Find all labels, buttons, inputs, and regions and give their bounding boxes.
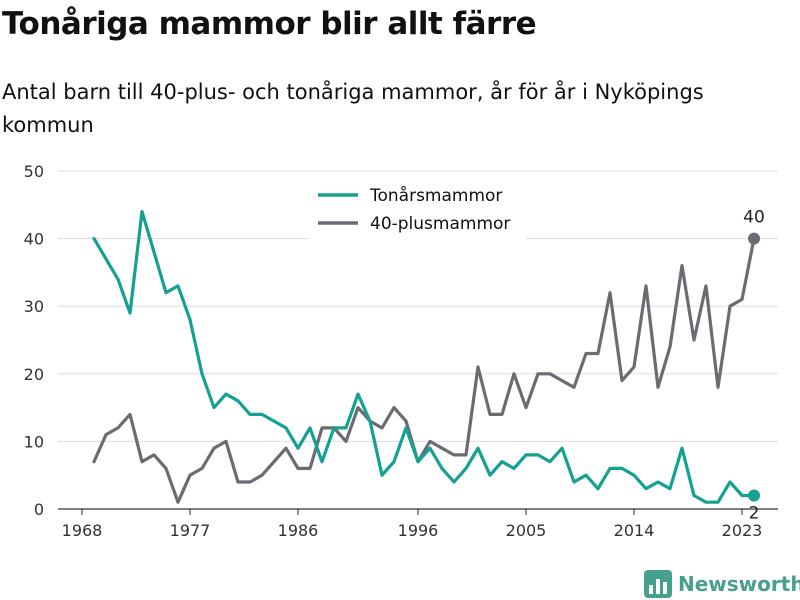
series-line-tonarsmammor: [92, 210, 756, 504]
x-tick-label: 1977: [170, 521, 211, 540]
x-tick-label: 1968: [62, 521, 103, 540]
y-tick-label: 10: [24, 432, 44, 451]
axes: 0 10 20 30 40 50 1968 1977 1986 1996 2005 2014 2023: [24, 162, 778, 540]
y-tick-label: 40: [24, 230, 44, 249]
y-tick-label: 20: [24, 365, 44, 384]
x-tick-label: 2005: [506, 521, 547, 540]
x-tick-label: 1986: [278, 521, 319, 540]
y-tick-label: 0: [34, 500, 44, 519]
end-value-label: 40: [743, 208, 765, 228]
series-line-40-plusmammor: [92, 237, 756, 504]
newsworthy-logo: Newsworthy: [644, 568, 800, 600]
y-tick-label: 30: [24, 297, 44, 316]
chart-title: Tonåriga mammor blir allt färre: [2, 6, 537, 42]
x-tick-label: 2023: [722, 521, 763, 540]
legend-background: [308, 180, 526, 240]
end-value-label: 2: [749, 503, 760, 523]
end-point-marker: [748, 232, 760, 245]
bar-chart-icon: [644, 570, 672, 598]
x-tick-label: 1996: [398, 521, 439, 540]
chart-subtitle: Antal barn till 40-plus- och tonåriga ma…: [2, 80, 704, 137]
series-lines: 40 2: [92, 208, 765, 523]
legend-label: 40-plusmammor: [370, 214, 510, 234]
end-point-marker: [748, 489, 760, 502]
x-tick-label: 2014: [614, 521, 655, 540]
y-tick-label: 50: [24, 162, 44, 181]
legend: Tonårsmammor 40-plusmammor: [308, 180, 526, 240]
legend-label: Tonårsmammor: [369, 185, 502, 206]
brand-name: Newsworthy: [678, 572, 800, 596]
